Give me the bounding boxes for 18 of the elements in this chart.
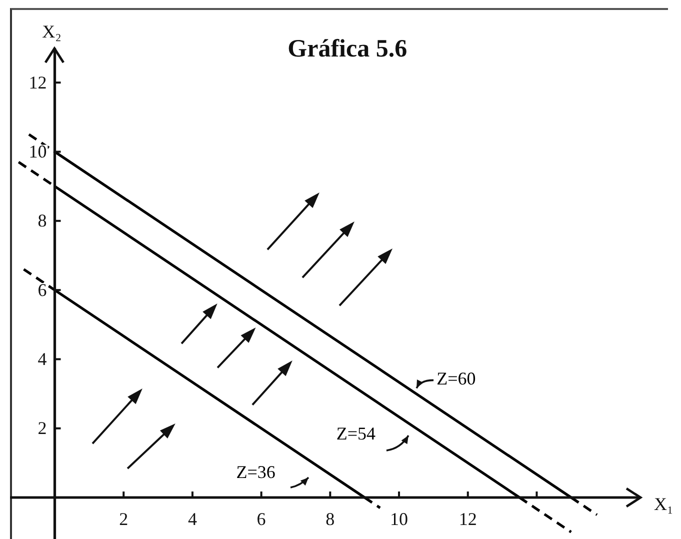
x-tick-label: 10 [390,509,408,530]
series-label: Z=60 [436,368,476,389]
chart-title: Gráfica 5.6 [288,35,408,62]
series-label: Z=36 [236,462,276,482]
y-tick-label: 10 [28,141,47,162]
x-tick-label: 12 [458,509,477,530]
y-axis-title: X₂ [42,22,62,42]
y-tick-label: 12 [28,72,47,92]
y-tick-label: 4 [38,348,47,369]
x-tick-label: 8 [326,509,335,530]
y-tick-label: 8 [38,210,47,231]
x-tick-label: 2 [119,509,128,530]
y-tick-label: 2 [38,418,47,438]
y-tick-label: 6 [38,280,47,300]
series-label: Z=54 [336,424,376,444]
x-tick-label: 6 [256,509,266,530]
x-axis-title: X₁ [654,494,674,514]
x-tick-label: 4 [188,509,197,530]
